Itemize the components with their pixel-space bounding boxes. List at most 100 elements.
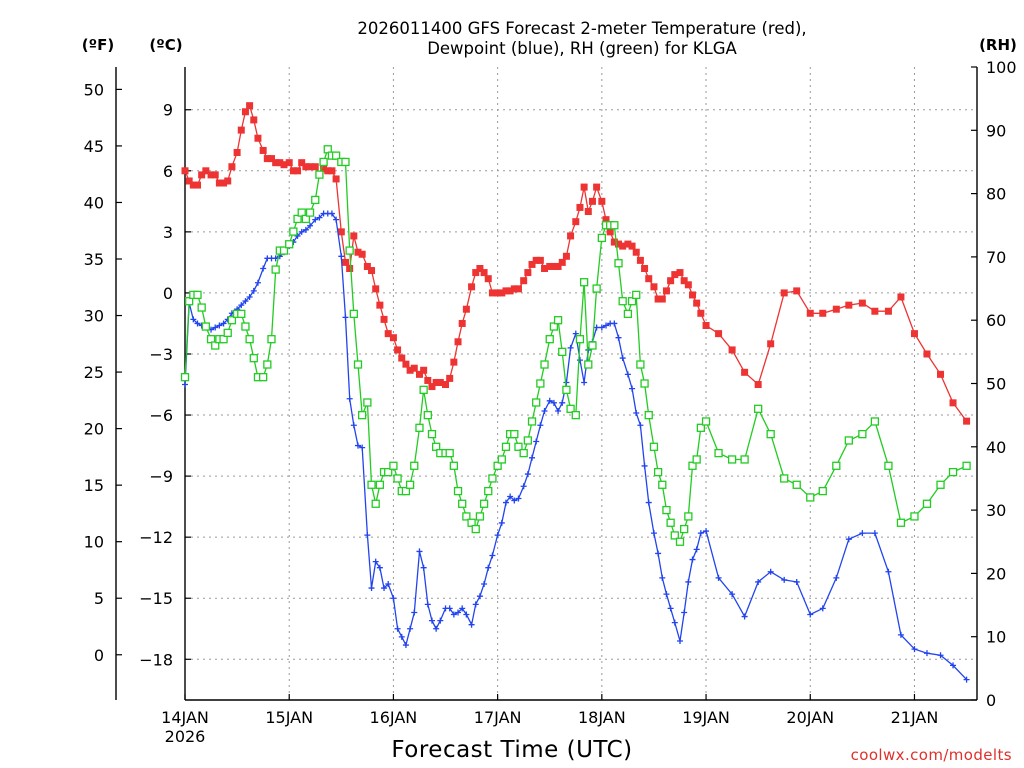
data-point [632, 290, 641, 300]
data-point [871, 307, 879, 315]
data-point [394, 625, 401, 632]
data-point [650, 283, 658, 291]
data-point [494, 532, 501, 539]
time-tick-label: 21JAN [891, 708, 939, 727]
data-point [549, 322, 559, 331]
fahrenheit-tick-label: 45 [84, 137, 104, 156]
data-point [507, 493, 514, 500]
data-point [658, 480, 667, 489]
data-point [298, 159, 306, 167]
data-point [471, 524, 480, 534]
data-point [832, 461, 841, 470]
data-point [279, 246, 289, 255]
data-point [575, 335, 585, 344]
data-point [767, 568, 774, 575]
data-point [428, 617, 435, 624]
data-point [755, 578, 762, 585]
data-point [670, 531, 679, 540]
data-point [201, 322, 210, 331]
data-point [606, 228, 614, 236]
data-point [254, 134, 262, 142]
data-point [472, 601, 479, 608]
data-point [238, 302, 245, 309]
data-point [949, 399, 957, 407]
data-point [806, 493, 815, 502]
data-point [615, 334, 622, 341]
data-point [462, 512, 471, 521]
data-point [207, 171, 215, 179]
data-point [519, 448, 528, 458]
data-point [537, 422, 544, 429]
data-point [562, 252, 570, 260]
data-point [484, 275, 492, 283]
data-point [610, 238, 618, 246]
rh-tick-label: 10 [986, 628, 1006, 647]
time-tick-year-label: 2026 [165, 727, 206, 746]
data-point [376, 564, 383, 571]
data-point [714, 448, 723, 458]
data-point [216, 322, 223, 329]
data-point [666, 518, 675, 527]
rh-tick-label: 100 [986, 58, 1017, 77]
data-point [845, 301, 853, 309]
data-point [415, 423, 424, 432]
data-point [384, 330, 392, 338]
data-point [833, 574, 840, 581]
data-point [420, 564, 427, 571]
series-line [184, 212, 968, 681]
fahrenheit-tick-label: 10 [84, 533, 104, 552]
data-point [437, 617, 444, 624]
data-point [493, 461, 502, 470]
data-point [224, 177, 232, 185]
data-point [702, 321, 710, 329]
time-tick-label: 18JAN [578, 708, 626, 727]
data-point [459, 605, 466, 612]
data-point [220, 179, 228, 187]
data-point [267, 155, 275, 163]
data-point [237, 309, 246, 319]
data-point [182, 381, 188, 388]
data-point [832, 305, 840, 313]
data-point [484, 486, 493, 496]
data-point [576, 203, 584, 211]
data-point [541, 265, 549, 273]
data-point [885, 568, 892, 575]
data-point [677, 637, 683, 644]
data-point [658, 295, 666, 303]
data-point [206, 335, 216, 344]
data-point [923, 350, 931, 358]
data-point [741, 368, 749, 376]
data-point [818, 486, 827, 496]
data-point [324, 167, 332, 175]
data-point [632, 248, 640, 256]
data-point [328, 210, 335, 217]
fahrenheit-tick-label: 35 [84, 250, 104, 269]
data-point [650, 530, 657, 537]
data-point [629, 385, 636, 392]
data-point [754, 404, 763, 413]
data-point [198, 171, 206, 179]
data-point [475, 512, 485, 521]
data-point [407, 625, 414, 632]
fahrenheit-tick-label: 40 [84, 193, 104, 212]
data-point [541, 407, 548, 414]
data-point [680, 524, 689, 534]
data-point [533, 438, 540, 445]
data-point [332, 175, 340, 183]
data-point [667, 277, 675, 285]
data-point [510, 429, 519, 439]
data-point [241, 322, 250, 331]
fahrenheit-tick-label: 25 [84, 363, 104, 382]
data-point [502, 499, 509, 506]
data-point [346, 395, 353, 402]
data-point [301, 214, 311, 224]
data-point [193, 290, 202, 300]
data-point [637, 422, 644, 429]
data-point [488, 474, 497, 483]
data-point [593, 324, 600, 331]
data-point [285, 240, 294, 249]
data-point [662, 505, 671, 515]
data-point [689, 291, 697, 299]
data-point [684, 281, 692, 289]
